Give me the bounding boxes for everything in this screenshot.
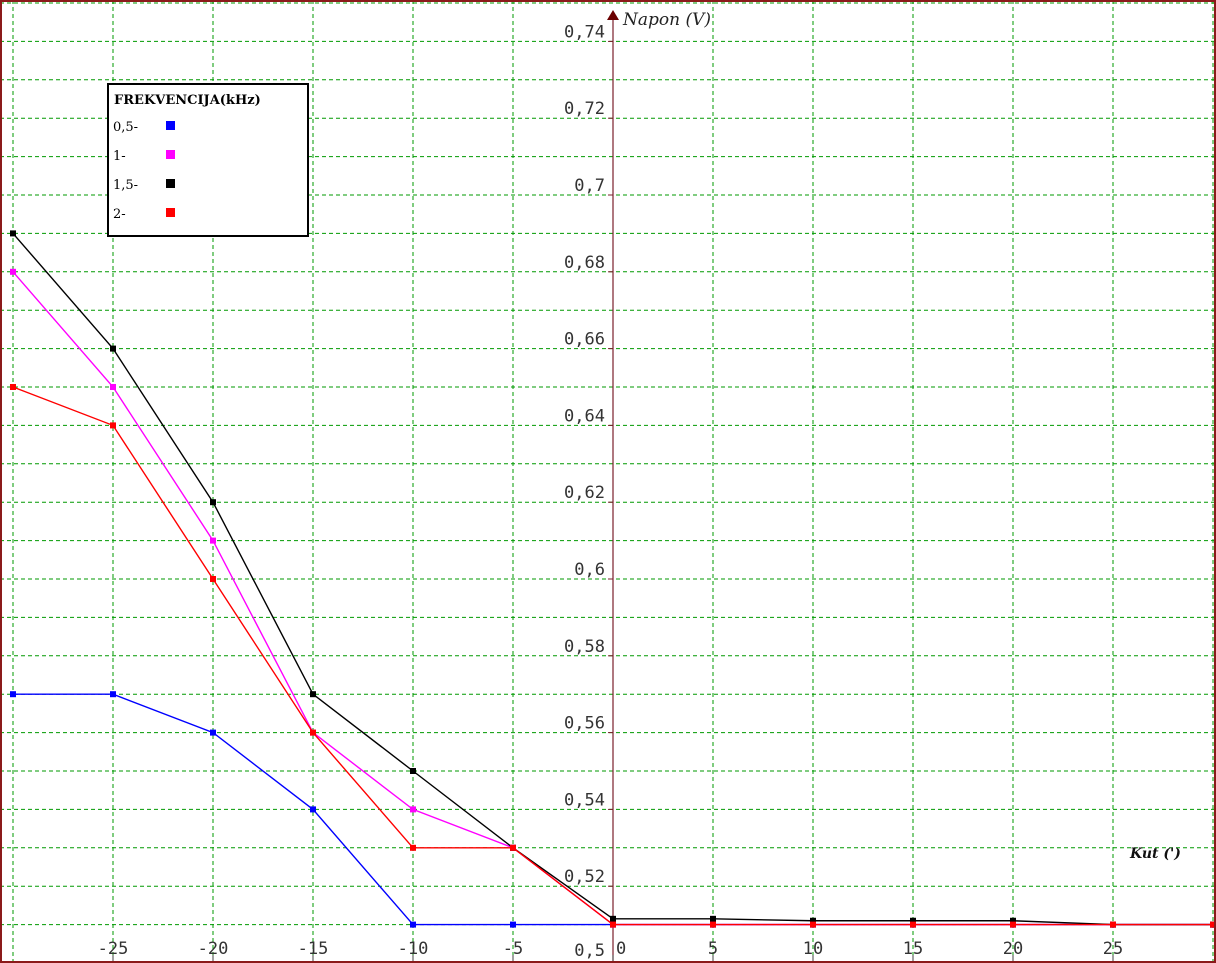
y-axis-arrow-icon	[607, 10, 619, 20]
data-point	[410, 844, 416, 851]
data-point	[710, 915, 716, 922]
data-point	[1210, 921, 1216, 928]
y-tick-label: 0,58	[564, 637, 605, 657]
y-tick-label: 0,54	[564, 790, 605, 810]
legend-entry-label: 1,5-	[113, 178, 138, 193]
data-point	[610, 921, 616, 928]
data-point	[10, 230, 16, 237]
data-point	[310, 729, 316, 736]
data-point	[210, 537, 216, 544]
y-tick-label: 0,6	[574, 560, 605, 580]
data-point	[610, 915, 616, 922]
data-point	[310, 691, 316, 698]
y-tick-label: 0,52	[564, 867, 605, 887]
data-point	[410, 768, 416, 774]
data-point	[10, 691, 16, 698]
x-tick-label: 0	[616, 939, 626, 959]
x-tick-label: 5	[708, 939, 718, 959]
tick-labels: 0,5 0,52 0,54 0,56 0,58 0,6 0,62 0,64 0,66 0,68 0,…	[98, 22, 1124, 961]
data-point	[110, 691, 116, 698]
data-point	[10, 268, 16, 275]
data-point	[110, 422, 116, 429]
data-point	[510, 844, 516, 851]
data-point	[210, 499, 216, 506]
y-axis-title: Napon (V)	[622, 10, 711, 30]
x-tick-label: -5	[503, 939, 523, 959]
y-tick-label: 0,74	[564, 22, 605, 42]
x-axis-title: Kut (')	[1129, 846, 1181, 862]
legend: FREKVENCIJA(kHz) 0,5- 1- 1,5- 2-	[107, 83, 309, 237]
y-tick-label: 0,72	[564, 99, 605, 119]
y-tick-label: 0,7	[574, 176, 605, 196]
data-point	[10, 384, 16, 390]
data-point	[310, 806, 316, 813]
data-point	[210, 576, 216, 582]
y-tick-label: 0,64	[564, 406, 605, 426]
x-tick-label: 20	[1003, 939, 1023, 959]
x-tick-label: -10	[398, 939, 429, 959]
legend-swatch	[166, 179, 175, 188]
data-point	[210, 729, 216, 736]
legend-title: FREKVENCIJA(kHz)	[114, 93, 261, 108]
y-tick-label: 0,5	[574, 941, 605, 961]
x-tick-label: -20	[198, 939, 229, 959]
data-point	[810, 917, 816, 924]
x-tick-label: 10	[803, 939, 823, 959]
x-tick-label: -25	[98, 939, 129, 959]
data-point	[810, 921, 816, 928]
legend-entry-label: 2-	[113, 207, 126, 222]
data-point	[410, 806, 416, 813]
x-tick-label: -15	[298, 939, 329, 959]
data-point	[910, 917, 916, 924]
y-tick-label: 0,62	[564, 483, 605, 503]
x-tick-label: 15	[903, 939, 923, 959]
data-point	[710, 921, 716, 928]
data-point	[910, 921, 916, 928]
x-tick-label: 25	[1103, 939, 1123, 959]
legend-swatch	[166, 150, 175, 159]
legend-entry-label: 0,5-	[113, 120, 138, 135]
data-point	[410, 921, 416, 928]
data-point	[110, 384, 116, 390]
legend-swatch	[166, 208, 175, 217]
series-group	[10, 230, 1216, 928]
y-tick-label: 0,56	[564, 714, 605, 734]
y-tick-label: 0,66	[564, 330, 605, 350]
data-point	[1010, 921, 1016, 928]
legend-box	[107, 83, 309, 237]
y-tick-label: 0,68	[564, 253, 605, 273]
legend-entry-label: 1-	[113, 149, 126, 164]
series-2	[10, 384, 1216, 928]
data-point	[110, 345, 116, 352]
legend-swatch	[166, 121, 175, 130]
data-point	[1110, 921, 1116, 928]
data-point	[1010, 917, 1016, 924]
data-point	[510, 921, 516, 928]
